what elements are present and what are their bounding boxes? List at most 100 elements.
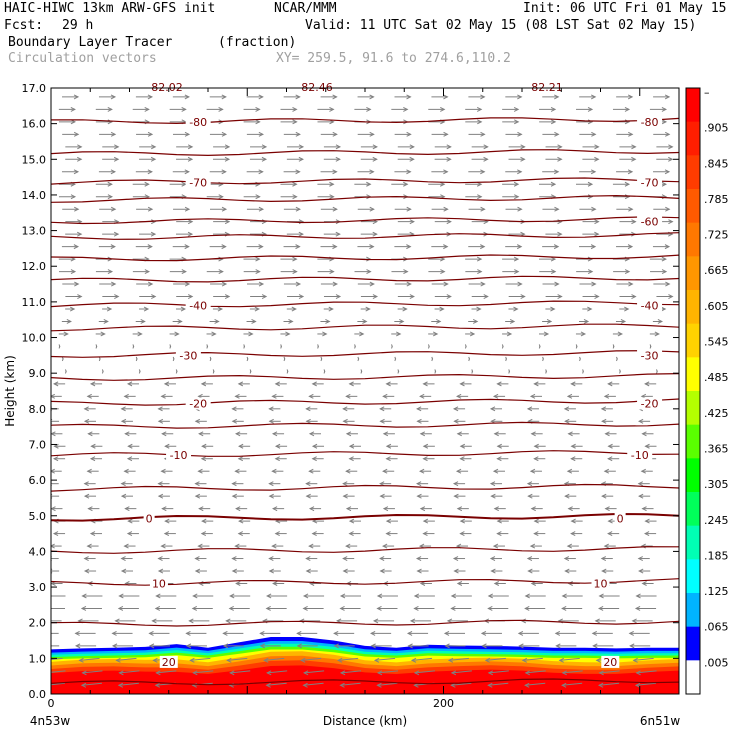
vector-arrowhead (150, 231, 157, 237)
vector-arrowhead (480, 206, 486, 212)
vector-arrowhead (594, 219, 600, 225)
vector-arrowhead (413, 670, 420, 676)
vector-arrowhead (550, 181, 557, 187)
vector-arrowhead (144, 106, 150, 112)
vector-arrowhead (238, 518, 244, 524)
vector-arrowhead (298, 231, 304, 237)
vector-arrowhead (422, 443, 429, 449)
field-units: (fraction) (218, 35, 297, 50)
vector-arrowhead (311, 381, 317, 387)
vector-arrowhead (506, 331, 513, 337)
vector-arrowhead (590, 244, 597, 250)
vector-arrowhead (197, 468, 203, 474)
vector-arrowhead (80, 682, 87, 688)
vector-arrowhead (563, 406, 570, 412)
y-tick-label: 7.0 (29, 438, 47, 451)
vector-arrowhead (292, 256, 298, 262)
vector-arrowhead (123, 468, 129, 474)
vector-arrowhead (564, 418, 570, 424)
vector-arrowhead (254, 306, 260, 312)
vector-arrowhead (339, 593, 346, 599)
vector-arrowhead (184, 244, 190, 250)
vector-arrowhead (530, 506, 536, 512)
vector-arrowhead (529, 468, 536, 474)
vector-arrowhead (229, 670, 235, 676)
vector-arrowhead (89, 456, 96, 462)
vector-arrowhead (520, 618, 527, 624)
vector-arrowhead (477, 194, 483, 200)
vector-arrowhead (643, 531, 650, 537)
colorbar-swatch (686, 424, 700, 459)
vector-arrowhead (557, 156, 563, 162)
vector-arrowhead (201, 443, 207, 449)
vector-arrowhead (345, 468, 351, 474)
vector-arrowhead (382, 468, 388, 474)
vector-arrowhead (70, 269, 77, 275)
colorbar-swatch (686, 458, 700, 493)
vector-arrowhead (376, 682, 382, 688)
colorbar-swatch (686, 256, 700, 291)
vector-arrowhead (73, 244, 80, 250)
contour-label: -70 (641, 176, 659, 189)
temperature-contour (51, 398, 679, 406)
vector-arrowhead (476, 306, 482, 312)
vector-arrowhead (554, 281, 560, 287)
vector-arrowhead (385, 456, 391, 462)
temperature-contour (51, 350, 679, 358)
vector-arrowhead (409, 219, 415, 225)
vector-arrowhead (453, 568, 459, 574)
vector-arrowhead (39, 644, 43, 648)
vector-arrowhead (517, 281, 523, 287)
vector-arrowhead (567, 506, 573, 512)
vector-arrowhead (373, 657, 380, 663)
vector-arrowhead (143, 306, 150, 312)
vector-arrowhead (114, 144, 120, 150)
vector-arrowhead (416, 481, 422, 487)
vector-arrowhead (631, 618, 637, 624)
contour-label: -80 (641, 116, 659, 129)
vector-arrowhead (632, 657, 638, 663)
vector-arrowhead (274, 443, 281, 449)
vector-arrowhead (77, 156, 83, 162)
circulation-vector (193, 670, 214, 674)
temperature-contour (51, 216, 679, 225)
vector-arrowhead (604, 431, 610, 437)
contour-label: 0 (146, 513, 153, 526)
vector-arrowhead (533, 443, 539, 449)
vector-arrowhead (664, 169, 671, 175)
vector-arrowhead (169, 344, 172, 349)
vector-arrowhead (382, 431, 389, 437)
vector-arrowhead (200, 381, 207, 387)
vector-arrowhead (107, 269, 114, 275)
circulation-vector (522, 657, 543, 661)
contour-label: 0 (617, 513, 624, 526)
vector-arrowhead (406, 206, 412, 212)
vector-arrowhead (641, 581, 647, 586)
vector-arrowhead (95, 344, 98, 349)
circulation-vector (411, 657, 433, 661)
vector-arrowhead (283, 356, 286, 362)
vector-arrowhead (459, 381, 465, 387)
vector-arrowhead (561, 682, 567, 688)
vector-arrowhead (628, 630, 634, 636)
vector-arrowhead (126, 381, 133, 387)
vector-arrowhead (187, 231, 194, 237)
vector-arrowhead (154, 605, 161, 611)
vector-arrowhead (335, 144, 342, 150)
vector-arrowhead (591, 206, 597, 212)
vector-arrowhead (379, 493, 385, 499)
vector-arrowhead (87, 431, 93, 437)
colorbar-frame (685, 87, 701, 695)
vector-arrowhead (416, 418, 422, 424)
y-tick-label: 5.0 (29, 510, 47, 523)
circulation-vector (79, 657, 100, 661)
vector-arrowhead (627, 94, 634, 100)
vector-arrowhead (369, 131, 375, 137)
contour-label-bg (185, 176, 211, 189)
colorbar-swatch (686, 323, 700, 358)
vector-arrowhead (187, 156, 194, 162)
temperature-contour (51, 300, 679, 308)
circulation-vector (485, 657, 506, 661)
vector-arrowhead (194, 493, 201, 499)
vector-arrowhead (514, 269, 520, 275)
